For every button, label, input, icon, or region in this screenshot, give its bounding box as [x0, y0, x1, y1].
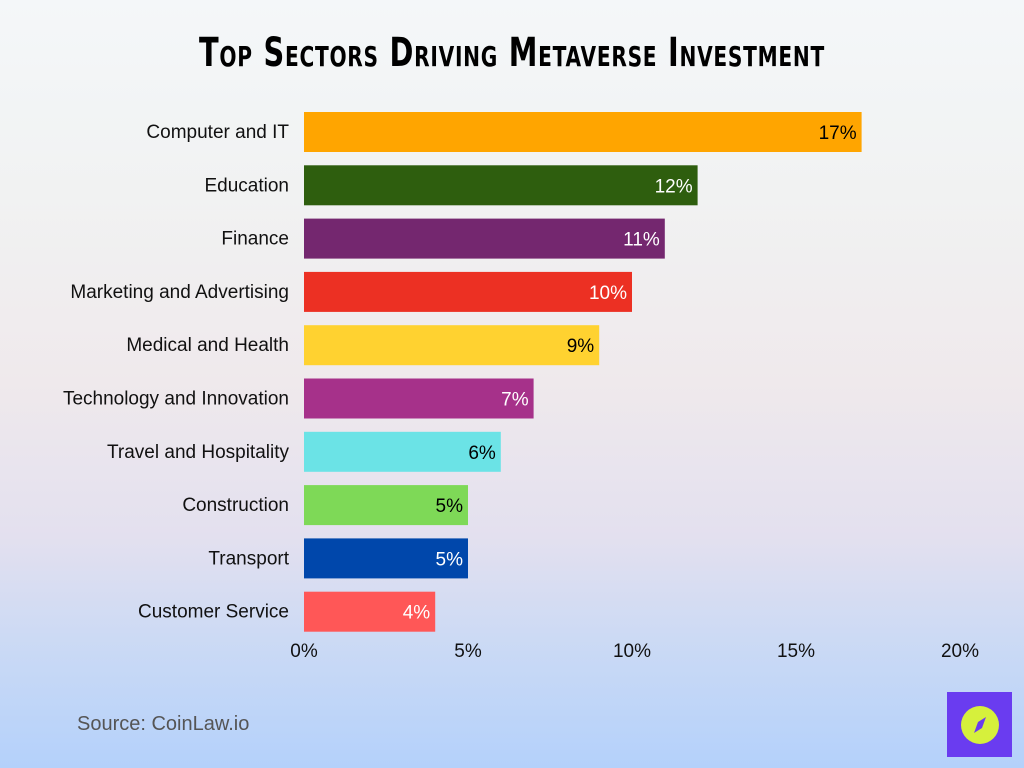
category-label: Computer and IT — [146, 122, 289, 143]
category-label: Transport — [208, 548, 289, 569]
x-tick-label: 20% — [941, 641, 979, 662]
bar — [304, 218, 665, 259]
data-label: 6% — [468, 443, 496, 464]
data-label: 12% — [655, 176, 693, 197]
category-label: Medical and Health — [126, 335, 289, 356]
data-label: 9% — [567, 336, 595, 357]
category-label: Marketing and Advertising — [70, 282, 289, 303]
category-label: Customer Service — [138, 602, 289, 623]
bar — [304, 325, 600, 366]
data-label: 7% — [501, 390, 529, 411]
data-label: 11% — [623, 230, 660, 251]
bar — [304, 538, 468, 579]
data-label: 10% — [589, 283, 627, 304]
x-tick-label: 0% — [290, 641, 318, 662]
x-tick-label: 5% — [454, 641, 482, 662]
category-label: Education — [204, 175, 289, 196]
bar — [304, 165, 698, 206]
category-label: Construction — [182, 495, 289, 516]
bar — [304, 378, 534, 419]
logo — [947, 692, 1012, 757]
bar — [304, 485, 468, 526]
category-label: Technology and Innovation — [63, 389, 289, 410]
source-note: Source: CoinLaw.io — [77, 713, 250, 735]
bar — [304, 431, 501, 472]
data-label: 17% — [819, 123, 857, 144]
bar — [304, 112, 862, 152]
data-label: 5% — [436, 496, 464, 517]
data-label: 4% — [403, 603, 431, 624]
x-tick-label: 10% — [613, 641, 651, 662]
chart-title: Top Sectors Driving Metaverse Investment — [199, 30, 825, 76]
bar — [304, 591, 436, 632]
bar — [304, 271, 632, 312]
data-label: 5% — [436, 549, 464, 570]
compass-icon — [961, 706, 999, 744]
category-label: Finance — [221, 229, 289, 250]
category-label: Travel and Hospitality — [107, 442, 289, 463]
x-tick-label: 15% — [777, 641, 815, 662]
